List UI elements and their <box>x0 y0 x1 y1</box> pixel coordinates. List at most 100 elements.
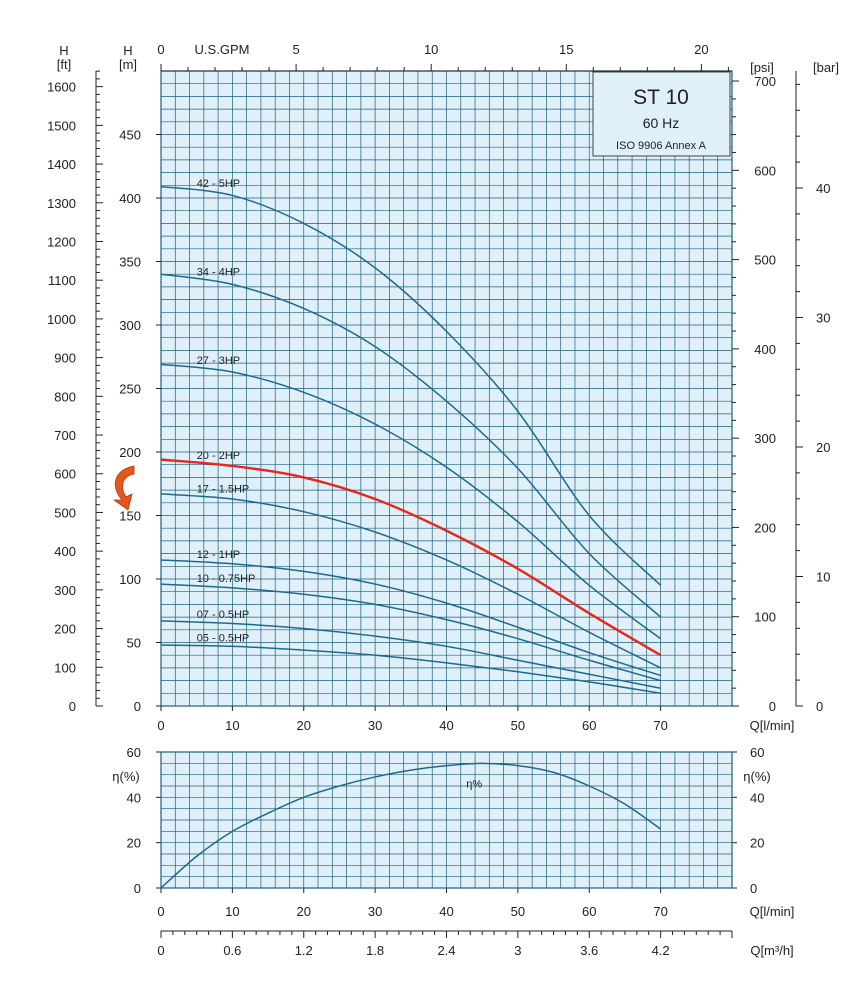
efficiency-plot: η% <box>160 751 733 889</box>
h-m-tick-label: 0 <box>134 699 141 714</box>
bar-tick-label: 40 <box>816 181 830 196</box>
eff-right-tick-label: 20 <box>750 836 764 851</box>
eff-q-tick-label: 40 <box>439 904 453 919</box>
q-axis-label: Q[l/min] <box>750 718 795 733</box>
eff-left-axis-label: η(%) <box>112 769 139 784</box>
m3h-tick-label: 1.2 <box>295 943 313 958</box>
curve-label-1: 34 - 4HP <box>197 266 240 278</box>
head-curve-8 <box>160 644 661 695</box>
eff-right-tick-label: 0 <box>750 881 757 896</box>
curve-label-3: 20 - 2HP <box>197 450 240 462</box>
h-m-tick-label: 450 <box>119 128 141 143</box>
psi-tick-label: 300 <box>754 431 776 446</box>
h-m-tick-label: 350 <box>119 255 141 270</box>
bar-tick-label: 10 <box>816 569 830 584</box>
h-ft-tick-label: 1300 <box>47 196 76 211</box>
eff-q-tick-label: 20 <box>297 904 311 919</box>
h-ft-axis-label-h: H <box>59 43 68 58</box>
h-ft-axis-label-unit: [ft] <box>57 57 71 72</box>
efficiency-line <box>160 762 662 889</box>
h-ft-tick-label: 800 <box>54 389 76 404</box>
eff-q-tick-label: 50 <box>511 904 525 919</box>
m3h-tick-label: 3.6 <box>580 943 598 958</box>
curve-label-6: 10 - 0.75HP <box>197 573 256 585</box>
model-frequency: 60 Hz <box>643 115 680 131</box>
head-curve-2 <box>160 363 662 640</box>
eff-q-tick-label: 30 <box>368 904 382 919</box>
bar-tick-label: 0 <box>816 699 823 714</box>
curve-label-8: 05 - 0.5HP <box>197 633 250 645</box>
m3h-tick-label: 3 <box>514 943 521 958</box>
efficiency-curve-label: η% <box>466 778 482 790</box>
h-m-tick-label: 250 <box>119 382 141 397</box>
q-tick-label: 0 <box>157 718 164 733</box>
q-tick-label: 10 <box>225 718 239 733</box>
psi-tick-label: 400 <box>754 342 776 357</box>
head-curves <box>160 185 662 695</box>
head-curve-1 <box>160 273 662 618</box>
q-tick-label: 70 <box>653 718 667 733</box>
psi-tick-label: 700 <box>754 74 776 89</box>
eff-left-tick-label: 40 <box>127 790 141 805</box>
eff-q-tick-label: 60 <box>582 904 596 919</box>
h-ft-tick-label: 900 <box>54 351 76 366</box>
psi-tick-label: 500 <box>754 253 776 268</box>
gpm-tick-label: 15 <box>559 42 573 57</box>
eff-left-tick-label: 20 <box>127 836 141 851</box>
axes: 0 10 20 30 40 50 60 70 Q[l/min]0 5 10 15 20U.S.GPM05… <box>47 42 839 958</box>
m3h-tick-label: 2.4 <box>437 943 455 958</box>
head-curve-3 <box>160 458 662 657</box>
model-title: ST 10 <box>633 86 689 109</box>
h-ft-tick-label: 700 <box>54 428 76 443</box>
psi-tick-label: 0 <box>769 699 776 714</box>
h-ft-tick-label: 1500 <box>47 118 76 133</box>
gpm-axis-label: U.S.GPM <box>195 42 250 57</box>
m3h-tick-label: 0.6 <box>223 943 241 958</box>
gpm-tick-label: 20 <box>694 42 708 57</box>
eff-right-tick-label: 40 <box>750 790 764 805</box>
bar-tick-label: 30 <box>816 310 830 325</box>
head-plot-grid <box>161 71 732 706</box>
eff-left-tick-label: 0 <box>134 881 141 896</box>
h-m-tick-label: 100 <box>119 572 141 587</box>
gpm-tick-label: 10 <box>424 42 438 57</box>
efficiency-series-label: η% <box>466 778 482 790</box>
highlight-arrow-icon <box>112 465 135 511</box>
h-ft-tick-label: 200 <box>54 622 76 637</box>
psi-axis-label: [psi] <box>750 60 774 75</box>
head-curve-6 <box>160 583 661 682</box>
curve-label-2: 27 - 3HP <box>197 355 240 367</box>
head-curve-0 <box>160 185 662 586</box>
h-ft-tick-label: 1000 <box>47 312 76 327</box>
model-info-box: ST 10 60 Hz ISO 9906 Annex A <box>592 71 731 157</box>
h-ft-tick-label: 500 <box>54 505 76 520</box>
m3h-tick-label: 4.2 <box>652 943 670 958</box>
curve-label-5: 12 - 1HP <box>197 549 240 561</box>
bar-tick-label: 20 <box>816 440 830 455</box>
h-m-tick-label: 200 <box>119 445 141 460</box>
h-ft-tick-label: 600 <box>54 467 76 482</box>
psi-tick-label: 200 <box>754 520 776 535</box>
efficiency-plot-grid <box>161 752 732 888</box>
h-ft-tick-label: 1400 <box>47 157 76 172</box>
eff-right-tick-label: 60 <box>750 745 764 760</box>
efficiency-plot-frame <box>160 751 733 889</box>
h-ft-tick-label: 1600 <box>47 80 76 95</box>
psi-tick-label: 100 <box>754 610 776 625</box>
h-ft-tick-label: 0 <box>69 699 76 714</box>
curve-label-7: 07 - 0.5HP <box>197 609 250 621</box>
h-ft-tick-label: 300 <box>54 583 76 598</box>
h-m-axis-label-h: H <box>123 43 132 58</box>
h-m-tick-label: 50 <box>127 636 141 651</box>
h-m-tick-label: 150 <box>119 509 141 524</box>
q-tick-label: 60 <box>582 718 596 733</box>
bar-axis-label: [bar] <box>813 60 839 75</box>
efficiency-curve <box>160 762 662 889</box>
eff-q-tick-label: 0 <box>157 904 164 919</box>
m3h-tick-label: 0 <box>157 943 164 958</box>
psi-tick-label: 600 <box>754 163 776 178</box>
head-flow-plot: 42 - 5HP 34 - 4HP 27 - 3HP 20 - 2HP 17 - 1.5… <box>160 70 733 707</box>
h-m-tick-label: 300 <box>119 318 141 333</box>
curve-label-4: 17 - 1.5HP <box>197 483 250 495</box>
